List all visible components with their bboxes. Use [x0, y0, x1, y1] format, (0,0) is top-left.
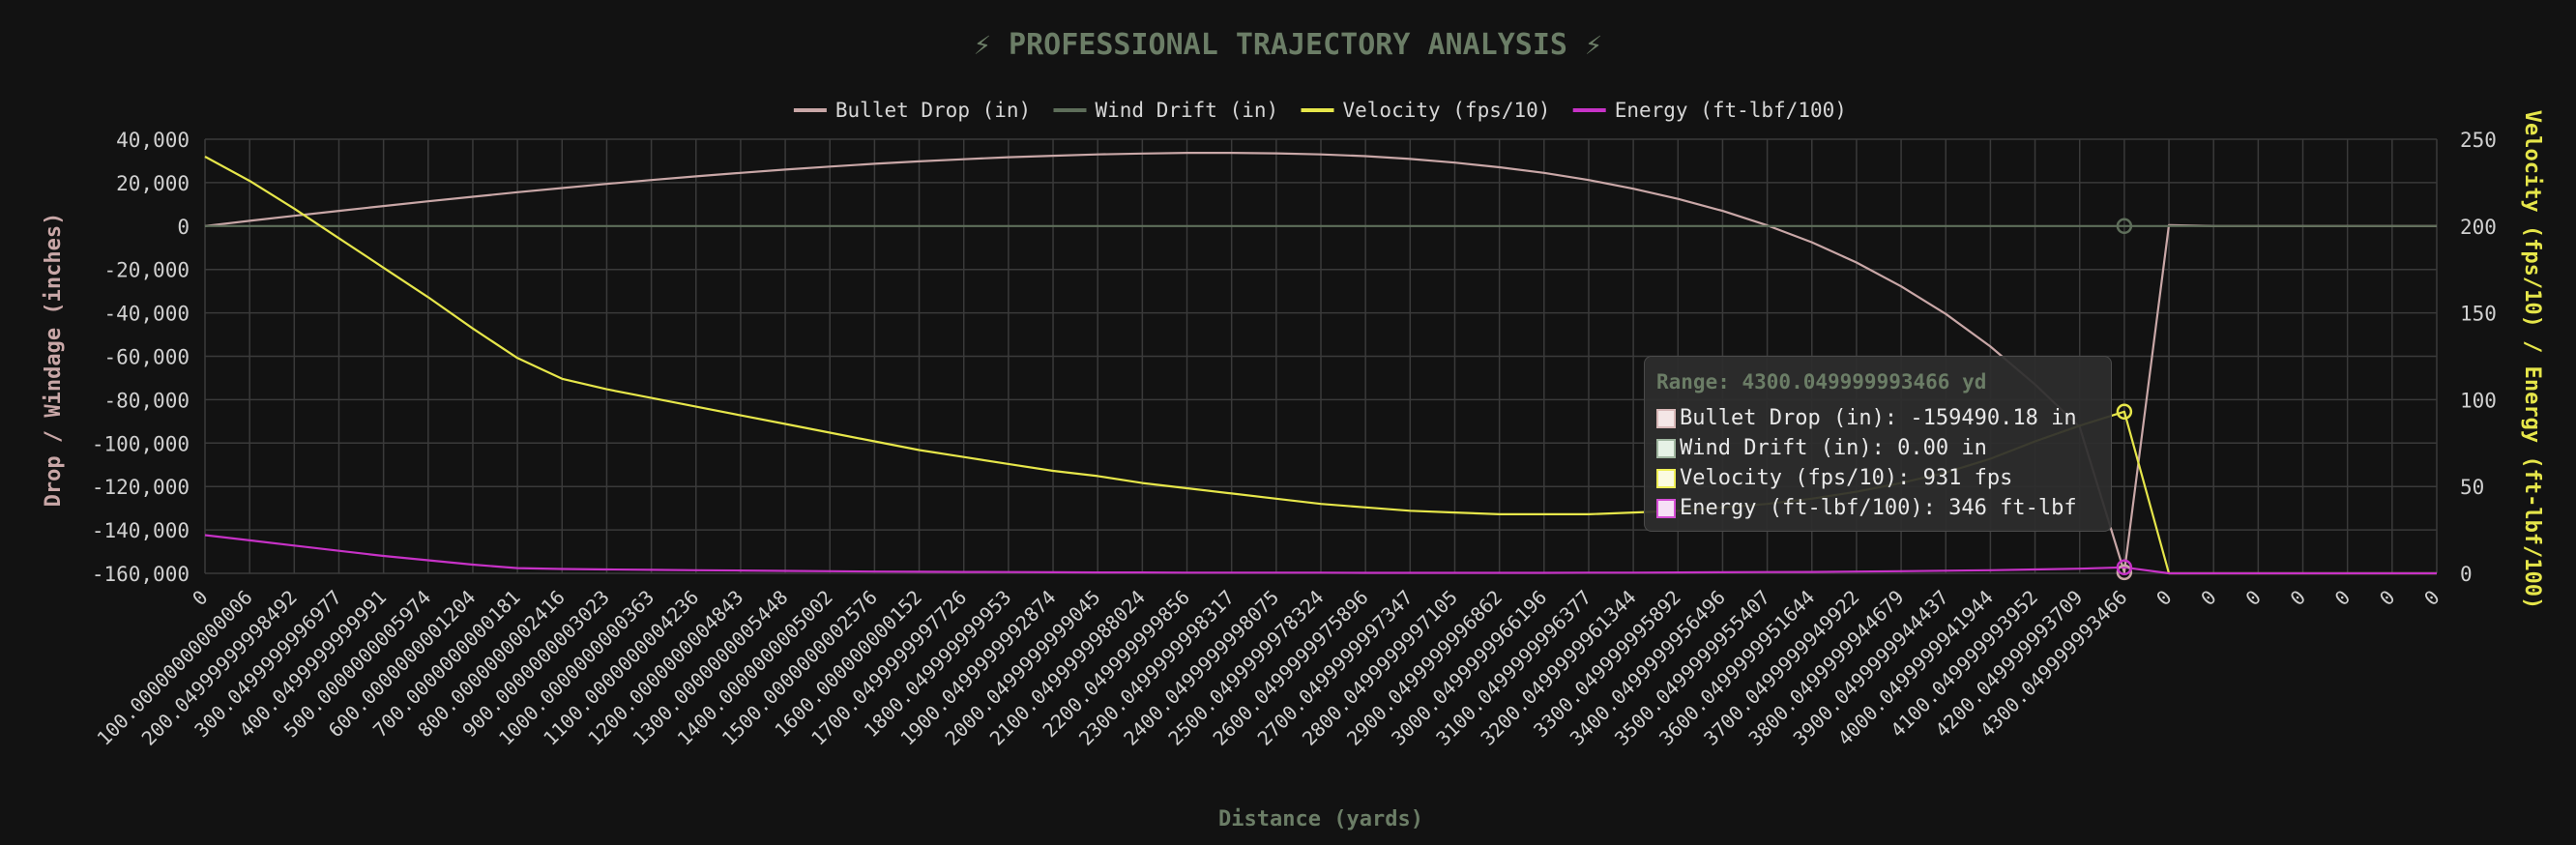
- left-y-ticks: 40,000 20,000 0 -20,000 -40,000 -60,000 -80,00…: [92, 129, 190, 586]
- legend-label: Energy (ft-lbf/100): [1615, 99, 1847, 122]
- y-tick-label: -100,000: [92, 432, 190, 455]
- right-y-ticks: 250 200 150 100 50 0: [2460, 129, 2497, 586]
- y2-tick-label: 200: [2460, 216, 2497, 239]
- hover-point: [2116, 403, 2133, 421]
- tooltip-label: Energy (ft-lbf/100): 346 ft-lbf: [1680, 496, 2077, 520]
- y2-tick-label: 100: [2460, 389, 2497, 412]
- tooltip-row-energy: Energy (ft-lbf/100): 346 ft-lbf: [1656, 493, 2099, 523]
- y2-tick-label: 0: [2460, 563, 2473, 586]
- y-tick-label: 0: [177, 216, 190, 239]
- y-tick-label: -160,000: [92, 563, 190, 586]
- y-axis-title: Drop / Windage (inches): [42, 213, 66, 508]
- y2-tick-label: 150: [2460, 303, 2497, 326]
- x-tick-label: 0: [2330, 586, 2355, 610]
- legend: Bullet Drop (in) Wind Drift (in) Velocity …: [793, 99, 1847, 122]
- tooltip-row-velocity: Velocity (fps/10): 931 fps: [1656, 463, 2099, 493]
- tooltip-label: Bullet Drop (in): -159490.18 in: [1680, 406, 2077, 430]
- x-tick-label: 0: [2152, 586, 2176, 610]
- y-tick-label: -80,000: [103, 389, 190, 412]
- x-tick-label: 0: [2196, 586, 2220, 610]
- tooltip-title: Range: 4300.049999993466 yd: [1656, 370, 1987, 393]
- y-tick-label: -120,000: [92, 476, 190, 499]
- tooltip-swatch: [1656, 468, 1676, 488]
- x-tick-label: 0: [2286, 586, 2310, 610]
- chart-title: ⚡ PROFESSIONAL TRAJECTORY ANALYSIS ⚡: [974, 28, 1602, 62]
- hover-point: [2116, 564, 2133, 581]
- x-ticks: 0100.00000000000006200.04999999998492300…: [92, 586, 2444, 750]
- x-tick-label: 0: [188, 586, 212, 610]
- hover-markers: [2116, 218, 2133, 581]
- x-axis-title: Distance (yards): [1218, 807, 1423, 831]
- legend-label: Velocity (fps/10): [1343, 99, 1551, 122]
- tooltip-row-bullet-drop: Bullet Drop (in): -159490.18 in: [1656, 403, 2099, 433]
- hover-point: [2116, 559, 2133, 576]
- tooltip-swatch: [1656, 408, 1676, 428]
- series-line: [204, 534, 2437, 575]
- legend-label: Bullet Drop (in): [835, 99, 1031, 122]
- y-tick-label: -20,000: [103, 259, 190, 282]
- y2-axis-title: Velocity (fps/10) / Energy (ft-lbf/100): [2520, 110, 2544, 610]
- x-tick-label: 0: [2419, 586, 2444, 610]
- tooltip-label: Wind Drift (in): 0.00 in: [1680, 436, 1987, 460]
- hover-point: [2116, 218, 2133, 235]
- y2-tick-label: 50: [2460, 476, 2484, 499]
- y-tick-label: -60,000: [103, 346, 190, 369]
- tooltip-row-wind-drift: Wind Drift (in): 0.00 in: [1656, 433, 2099, 463]
- legend-label: Wind Drift (in): [1096, 99, 1279, 122]
- x-tick-label: 0: [2375, 586, 2399, 610]
- x-tick-label: 0: [2240, 586, 2265, 610]
- y-tick-label: 20,000: [116, 172, 190, 195]
- y2-tick-label: 250: [2460, 129, 2497, 152]
- y-tick-label: -40,000: [103, 303, 190, 326]
- tooltip-swatch: [1656, 438, 1676, 458]
- tooltip-label: Velocity (fps/10): 931 fps: [1680, 466, 2013, 490]
- y-tick-label: 40,000: [116, 129, 190, 152]
- y-tick-label: -140,000: [92, 519, 190, 542]
- hover-tooltip: Range: 4300.049999993466 yd Bullet Drop …: [1644, 356, 2112, 532]
- tooltip-swatch: [1656, 498, 1676, 518]
